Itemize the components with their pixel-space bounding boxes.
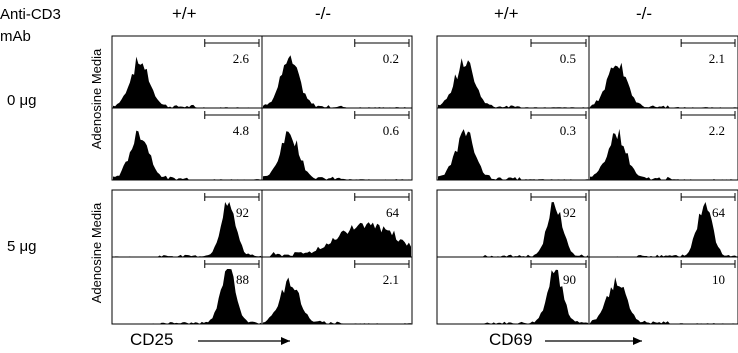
histogram	[590, 128, 737, 180]
histogram	[263, 222, 411, 257]
histogram	[263, 55, 411, 108]
gate-percent-label: 0.3	[560, 123, 576, 138]
genotype-header: +/+	[172, 4, 197, 23]
gate-percent-label: 10	[712, 272, 725, 287]
gate-percent-label: 64	[386, 205, 400, 220]
gate-percent-label: 92	[236, 205, 249, 220]
dose-label: 0 μg	[7, 92, 37, 109]
genotype-header: -/-	[636, 4, 653, 23]
histogram	[438, 269, 588, 324]
gate-percent-label: 92	[563, 205, 576, 220]
gate-percent-label: 2.6	[233, 51, 250, 66]
histogram	[263, 277, 411, 324]
gate-percent-label: 0.5	[560, 51, 576, 66]
gate-percent-label: 64	[712, 205, 726, 220]
x-axis-arrow-cd69	[633, 337, 642, 345]
x-axis-arrow-cd25	[281, 337, 290, 345]
histogram	[590, 202, 737, 257]
gate-percent-label: 0.2	[383, 51, 399, 66]
gate-percent-label: 90	[563, 272, 576, 287]
gate-percent-label: 2.1	[709, 51, 725, 66]
dose-label: 5 μg	[7, 238, 37, 255]
histogram	[113, 269, 261, 324]
stimulus-label-line2: mAb	[0, 28, 31, 45]
genotype-header: -/-	[315, 4, 332, 23]
gate-percent-label: 2.1	[383, 272, 399, 287]
stimulus-label-line1: Anti-CD3	[0, 6, 61, 23]
gate-percent-label: 0.6	[383, 123, 400, 138]
gate-percent-label: 88	[236, 272, 249, 287]
histogram	[438, 129, 588, 180]
histogram	[438, 202, 588, 257]
histogram	[113, 56, 261, 108]
x-axis-label-cd25: CD25	[130, 330, 174, 349]
histogram	[263, 131, 411, 180]
histogram	[113, 130, 261, 180]
genotype-header: +/+	[494, 4, 519, 23]
histogram	[438, 58, 588, 108]
histogram	[590, 277, 737, 324]
histogram	[590, 62, 737, 108]
gate-percent-label: 2.2	[709, 123, 725, 138]
gate-percent-label: 4.8	[233, 123, 249, 138]
x-axis-label-cd69: CD69	[489, 330, 533, 349]
histogram	[113, 202, 261, 257]
